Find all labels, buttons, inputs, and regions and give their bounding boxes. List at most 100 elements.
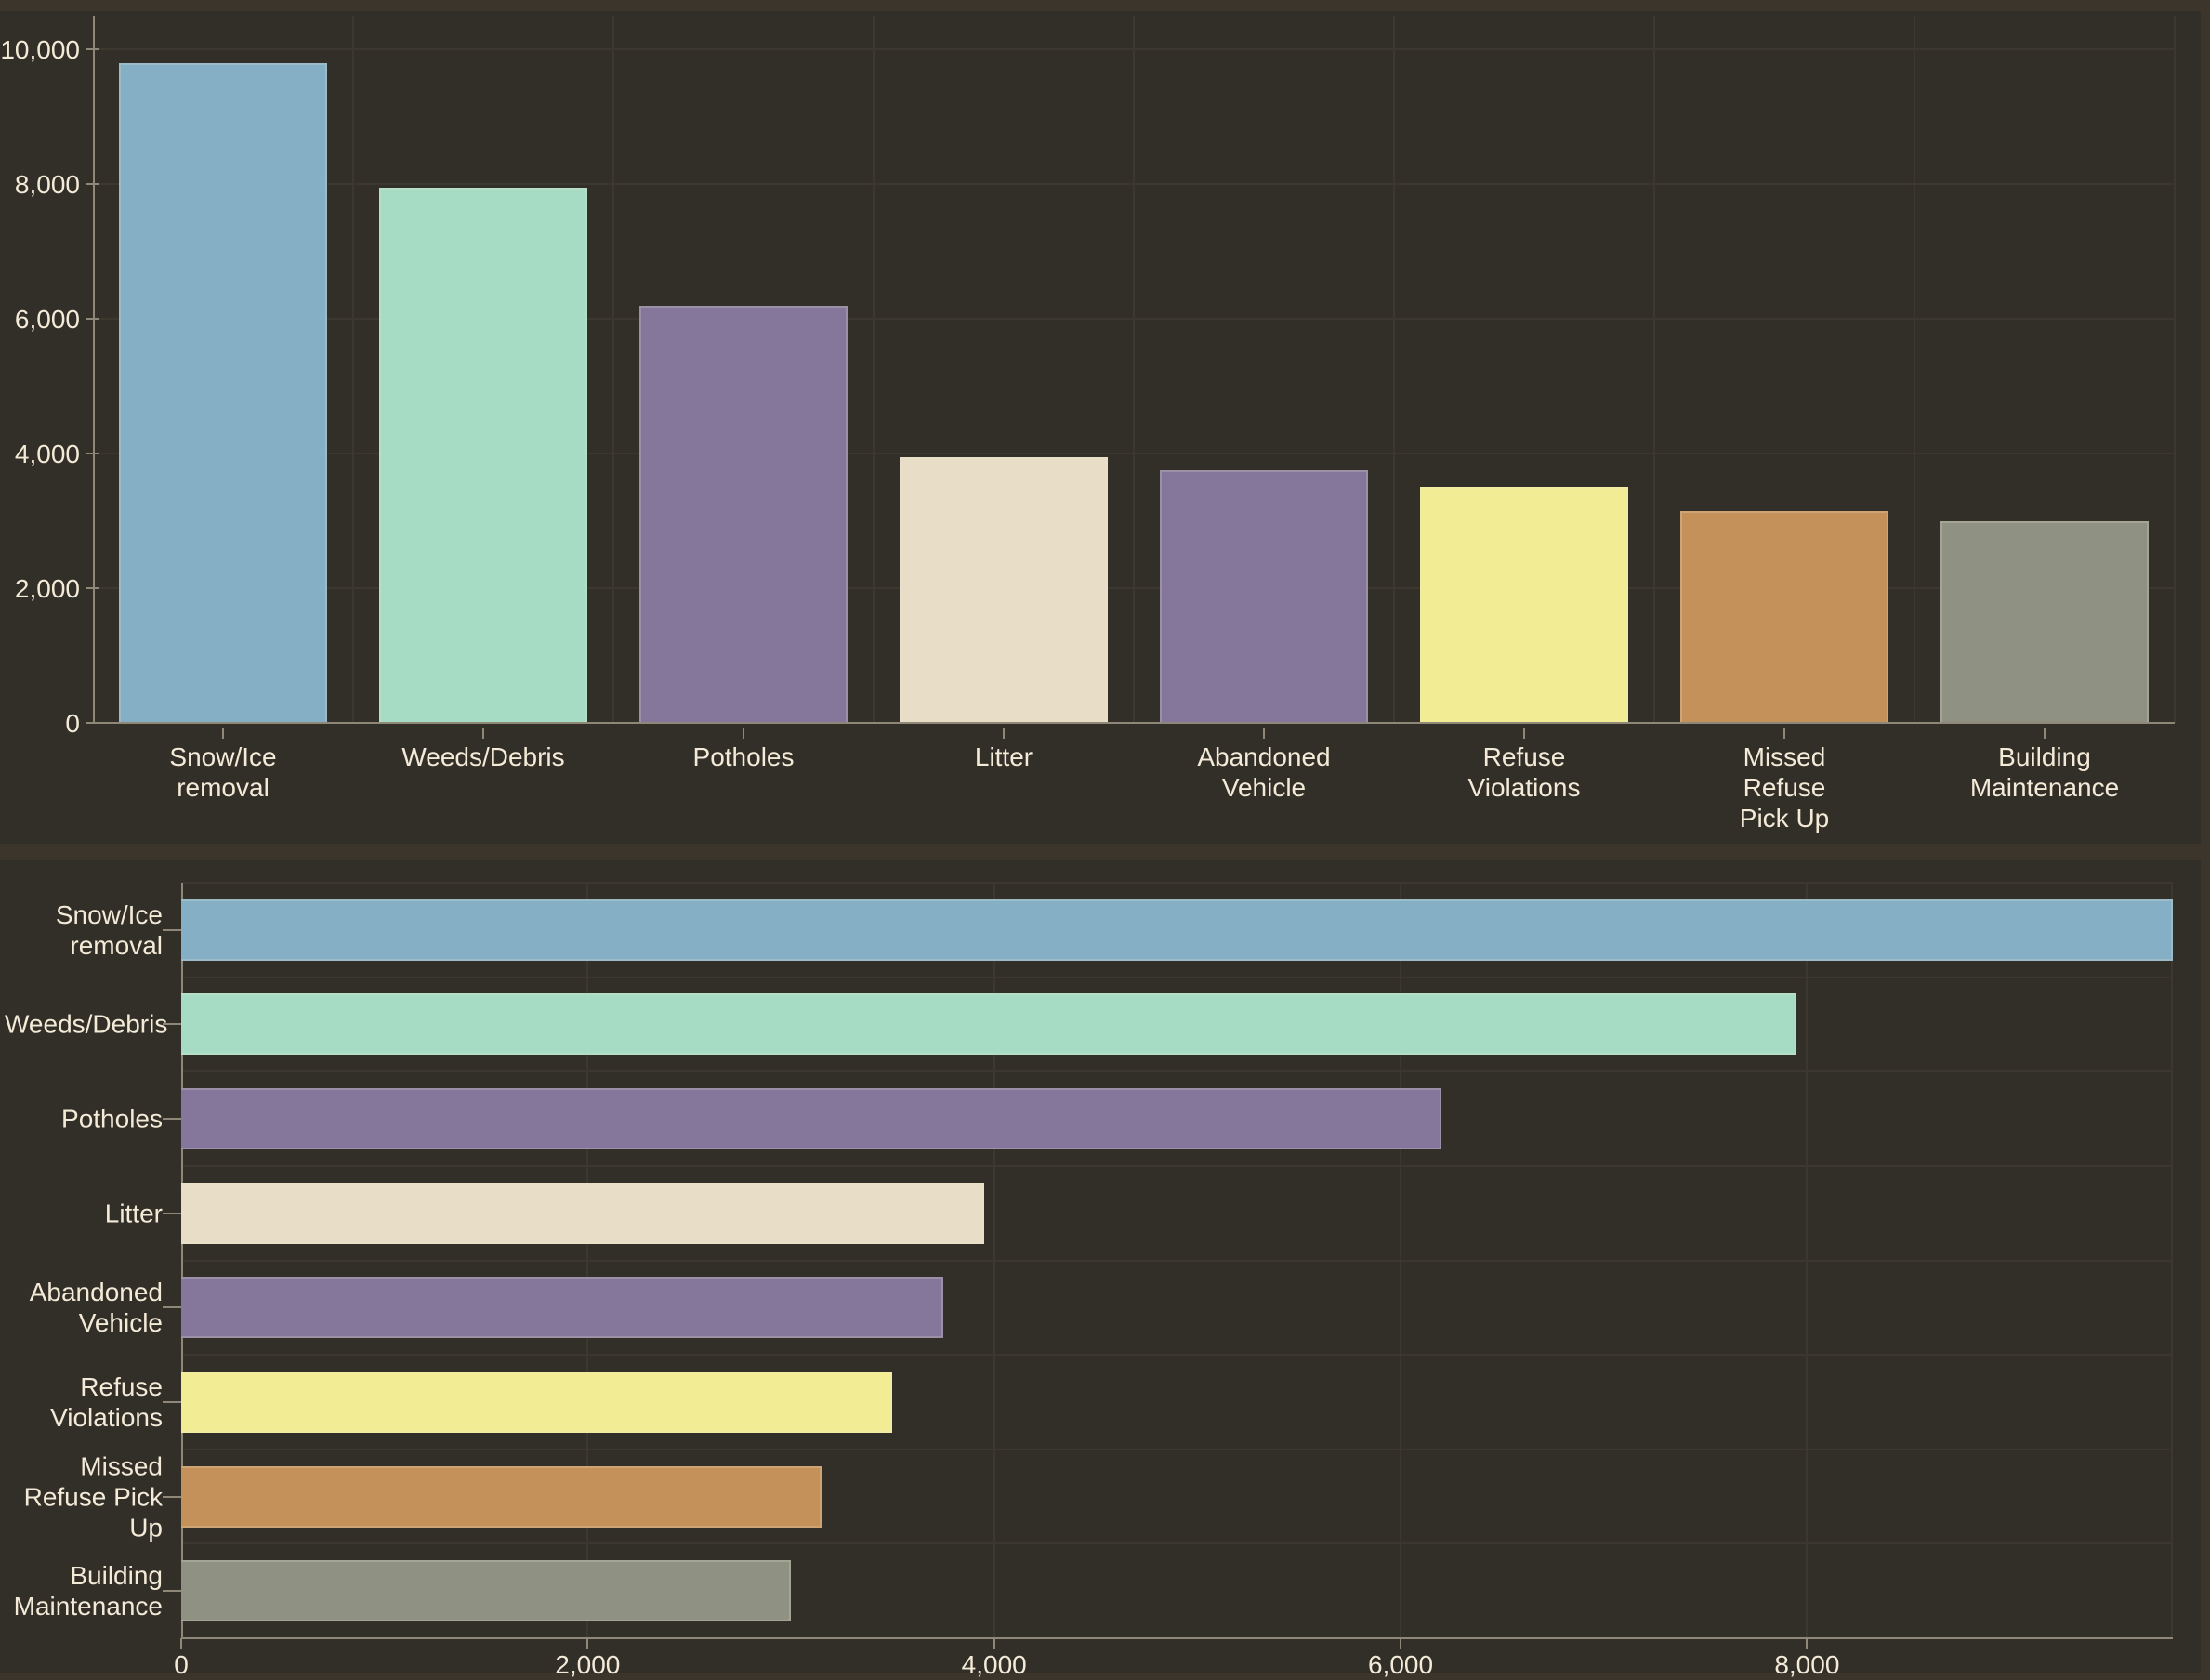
- h-gridline: [181, 1070, 2173, 1072]
- bottom-category-label-weeds-debris: Weeds/Debris: [5, 1009, 168, 1040]
- h-gridline: [181, 1542, 2173, 1544]
- bottom-x-axis-label-2000: 2,000: [555, 1650, 621, 1679]
- bottom-x-axis-label-6000: 6,000: [1367, 1650, 1434, 1679]
- y-axis-tick-mark: [163, 1212, 181, 1214]
- top-bar-building-maintenance[interactable]: [1940, 520, 2149, 723]
- label-line: Litter: [974, 742, 1033, 771]
- v-gridline: [352, 16, 354, 723]
- label-line: Refuse: [80, 1372, 163, 1401]
- bottom-category-label-missed-refuse-pick-up: Missed Refuse Pick Up: [5, 1450, 163, 1542]
- y-axis-tick-mark: [86, 48, 99, 51]
- top-y-axis-line: [93, 16, 95, 723]
- x-axis-tick-mark: [482, 728, 484, 739]
- bottom-bar-potholes[interactable]: [181, 1088, 1441, 1150]
- bottom-chart-plot: [181, 882, 2173, 1639]
- top-category-label-abandoned-vehicle: Abandoned Vehicle: [1134, 742, 1394, 803]
- h-gridline: [181, 1165, 2173, 1167]
- top-category-label-missed-refuse-pick-up: Missed Refuse Pick Up: [1654, 742, 1914, 833]
- top-category-label-building-maintenance: Building Maintenance: [1914, 742, 2175, 803]
- bottom-bar-snow-ice-removal[interactable]: [181, 899, 2173, 961]
- label-line: Maintenance: [13, 1592, 163, 1621]
- x-axis-tick-mark: [180, 1638, 182, 1649]
- v-gridline: [1133, 16, 1135, 723]
- y-axis-tick-mark: [163, 1306, 181, 1309]
- bottom-x-axis-label-4000: 4,000: [961, 1650, 1027, 1679]
- x-axis-tick-mark: [743, 728, 744, 739]
- label-line: Abandoned: [29, 1278, 163, 1307]
- bottom-x-axis-label-8000: 8,000: [1774, 1650, 1840, 1679]
- top-bar-litter[interactable]: [900, 456, 1108, 723]
- x-axis-tick-mark: [1806, 1638, 1809, 1649]
- top-y-axis-label-6000: 6,000: [14, 305, 80, 335]
- y-axis-tick-mark: [163, 1118, 181, 1121]
- bottom-y-axis-line: [181, 883, 183, 1638]
- y-axis-tick-mark: [163, 1495, 181, 1498]
- h-gridline: [181, 1260, 2173, 1262]
- bottom-bar-missed-refuse-pick-up[interactable]: [181, 1465, 822, 1528]
- top-y-axis-label-10000: 10,000: [0, 35, 80, 65]
- x-axis-tick-mark: [1523, 728, 1525, 739]
- top-bar-snow-ice-removal[interactable]: [119, 62, 327, 723]
- label-line: Refuse Pick: [23, 1482, 163, 1512]
- label-line: Snow/Ice: [55, 899, 163, 929]
- label-line: Vehicle: [1221, 773, 1307, 802]
- top-y-axis-label-4000: 4,000: [14, 440, 80, 469]
- label-line: Violations: [1467, 773, 1581, 802]
- top-x-axis-line: [93, 722, 2175, 724]
- y-axis-tick-mark: [86, 453, 99, 455]
- bottom-chart-panel: Snow/Ice removal Weeds/Debris Potholes Litte…: [0, 860, 2201, 1679]
- label-line: Weeds/Debris: [5, 1009, 168, 1039]
- bottom-category-label-building-maintenance: Building Maintenance: [5, 1560, 163, 1621]
- bottom-bar-building-maintenance[interactable]: [181, 1560, 792, 1622]
- v-gridline: [612, 16, 614, 723]
- top-bar-potholes[interactable]: [639, 305, 848, 723]
- bottom-bar-litter[interactable]: [181, 1182, 984, 1244]
- label-line: Up: [129, 1513, 163, 1542]
- top-chart-plot: [93, 16, 2176, 724]
- y-axis-tick-mark: [86, 587, 99, 590]
- h-gridline: [181, 1449, 2173, 1450]
- x-axis-tick-mark: [1400, 1638, 1402, 1649]
- v-gridline: [1806, 883, 1809, 1638]
- v-gridline: [1393, 16, 1395, 723]
- h-gridline: [181, 977, 2173, 978]
- label-line: Potholes: [692, 742, 795, 771]
- v-gridline: [1400, 883, 1402, 1638]
- v-gridline: [2174, 16, 2176, 723]
- bottom-category-label-refuse-violations: Refuse Violations: [5, 1372, 163, 1433]
- label-line: Refuse: [1743, 773, 1826, 802]
- top-category-label-potholes: Potholes: [613, 742, 874, 772]
- bottom-bar-refuse-violations[interactable]: [181, 1371, 893, 1433]
- bottom-x-axis-line: [181, 1637, 2173, 1639]
- x-axis-tick-mark: [2044, 728, 2046, 739]
- bottom-category-label-potholes: Potholes: [5, 1104, 163, 1135]
- v-gridline: [993, 883, 995, 1638]
- h-gridline: [181, 882, 2173, 884]
- v-gridline: [1914, 16, 1915, 723]
- label-line: removal: [70, 930, 163, 960]
- top-category-label-litter: Litter: [874, 742, 1134, 772]
- bottom-category-label-litter: Litter: [5, 1198, 163, 1228]
- bottom-bar-weeds-debris[interactable]: [181, 993, 1797, 1056]
- label-line: Violations: [50, 1402, 163, 1432]
- top-y-axis-label-2000: 2,000: [14, 574, 80, 604]
- label-line: removal: [177, 773, 270, 802]
- top-bar-refuse-violations[interactable]: [1420, 487, 1628, 723]
- bottom-bar-abandoned-vehicle[interactable]: [181, 1277, 944, 1339]
- top-bar-abandoned-vehicle[interactable]: [1160, 470, 1368, 723]
- top-category-label-refuse-violations: Refuse Violations: [1394, 742, 1654, 803]
- x-axis-tick-mark: [1263, 728, 1265, 739]
- label-line: Refuse: [1482, 742, 1566, 771]
- top-bar-weeds-debris[interactable]: [379, 187, 587, 723]
- top-chart-panel: 0 2,000 4,000 6,000 8,000 10,000 Snow/Ice remov…: [0, 11, 2201, 844]
- top-y-axis-label-8000: 8,000: [14, 170, 80, 200]
- x-axis-tick-mark: [586, 1638, 589, 1649]
- label-line: Building: [1998, 742, 2091, 771]
- label-line: Missed: [1743, 742, 1826, 771]
- label-line: Maintenance: [1969, 773, 2120, 802]
- y-axis-tick-mark: [86, 318, 99, 321]
- top-bar-missed-refuse-pick-up[interactable]: [1680, 510, 1888, 723]
- top-category-label-weeds-debris: Weeds/Debris: [353, 742, 613, 772]
- x-axis-tick-mark: [1003, 728, 1005, 739]
